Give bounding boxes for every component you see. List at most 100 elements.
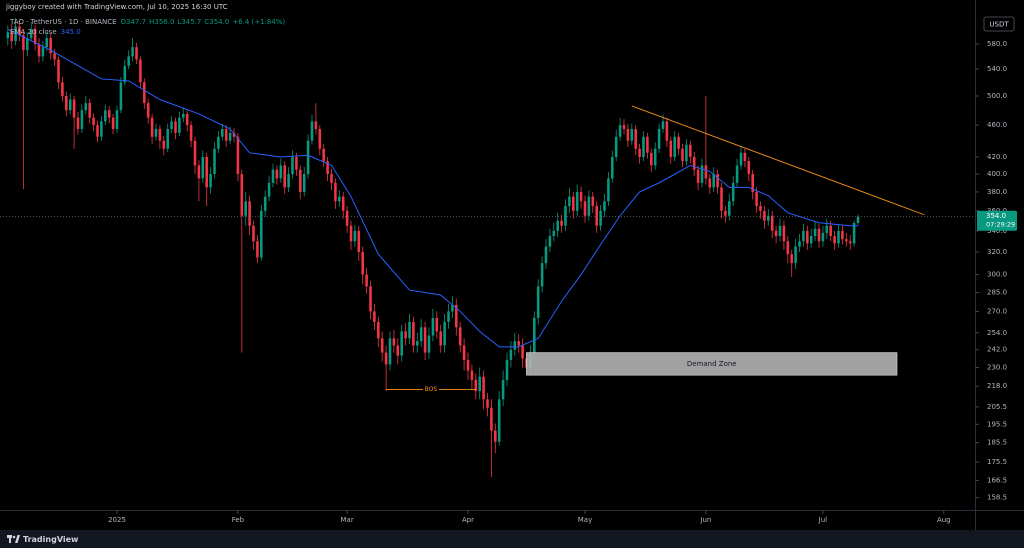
candle-body	[380, 338, 384, 353]
candle-body	[447, 311, 450, 322]
candle-body	[837, 230, 840, 244]
candle-body	[326, 161, 329, 175]
candle-body	[724, 210, 727, 216]
candle-body	[575, 191, 579, 211]
candle-body	[806, 230, 809, 244]
candle-body	[689, 144, 692, 157]
y-tick-label: 185.5	[987, 439, 1007, 447]
ohlc-close: C354.0	[204, 18, 229, 26]
candle-body	[821, 232, 825, 242]
candle-body	[607, 178, 610, 202]
candle-body	[728, 201, 731, 216]
candle-body	[665, 121, 669, 141]
candle-body	[33, 29, 37, 45]
candle-body	[790, 254, 793, 264]
y-tick-label: 158.5	[987, 494, 1007, 502]
candle-body	[451, 305, 454, 312]
y-tick-label: 166.5	[987, 476, 1007, 484]
y-tick-label: 540.0	[987, 65, 1007, 73]
x-tick-label: May	[578, 516, 592, 524]
candle-body	[622, 125, 626, 129]
candle-body	[751, 174, 754, 192]
candle-body	[486, 399, 489, 408]
candle-body	[540, 263, 544, 287]
currency-box[interactable]	[983, 16, 1015, 32]
candle-body	[852, 223, 856, 244]
candle-body	[334, 182, 337, 202]
candle-body	[700, 165, 704, 183]
candle-body	[306, 140, 310, 175]
demand-zone	[526, 352, 898, 376]
candle-body	[338, 196, 341, 202]
candle-body	[96, 125, 99, 137]
candle-body	[767, 215, 770, 221]
candle-body	[345, 210, 349, 226]
candle-body	[848, 241, 852, 244]
candle-body	[501, 379, 505, 400]
candle-body	[650, 152, 653, 166]
candle-body	[470, 370, 474, 380]
candle-body	[595, 206, 598, 226]
candle-body	[377, 321, 380, 339]
currency[interactable]: USDT	[989, 21, 1009, 29]
candle-body	[232, 132, 236, 137]
candle-body	[634, 128, 637, 149]
logo-part	[9, 535, 11, 543]
y-tick-label: 400.0	[987, 170, 1007, 178]
countdown: 07:29:29	[986, 221, 1015, 229]
candle-body	[747, 161, 751, 175]
candle-body	[591, 196, 595, 207]
candle-body	[431, 317, 435, 336]
candle-body	[384, 352, 388, 365]
candle-body	[287, 174, 290, 188]
candle-body	[611, 156, 614, 179]
candle-body	[267, 182, 271, 197]
candle-body	[29, 29, 33, 39]
candle-body	[685, 144, 688, 162]
candle-body	[673, 136, 676, 157]
candle-body	[614, 136, 618, 157]
candle-body	[661, 121, 665, 129]
candle-body	[396, 345, 400, 356]
candle-body	[205, 156, 208, 188]
candle-body	[778, 225, 782, 237]
candle-body	[669, 140, 673, 157]
candle-body	[150, 117, 154, 137]
candle-body	[178, 117, 181, 133]
candle-body	[802, 230, 805, 242]
candle-body	[240, 174, 244, 216]
candle-body	[388, 338, 392, 365]
candle-body	[57, 59, 60, 83]
candle-body	[809, 236, 813, 244]
candle-body	[295, 156, 298, 170]
attribution: jiggyboy created with TradingView.com, J…	[5, 3, 228, 11]
header: jiggyboy created with TradingView.com, J…	[5, 3, 1015, 36]
candle-body	[135, 47, 138, 60]
candle-body	[412, 321, 415, 346]
axes: 580.0540.0500.0460.0420.0400.0380.0360.0…	[108, 40, 1017, 524]
candle-body	[739, 152, 743, 166]
y-tick-label: 270.0	[987, 307, 1007, 315]
candle-body	[735, 165, 739, 183]
candle-body	[236, 136, 240, 175]
candle-body	[642, 136, 645, 157]
candle-body	[365, 274, 368, 287]
candle-body	[123, 65, 127, 83]
candle-body	[782, 225, 786, 242]
y-tick-label: 580.0	[987, 40, 1007, 48]
candle-body	[193, 140, 197, 166]
candle-body	[603, 201, 606, 211]
candle-body	[279, 165, 283, 179]
candle-body	[536, 286, 540, 318]
y-tick-label: 460.0	[987, 121, 1007, 129]
candle-body	[630, 128, 634, 141]
candle-body	[72, 99, 76, 118]
candle-body	[53, 53, 56, 60]
y-tick-label: 320.0	[987, 248, 1007, 256]
candle-body	[373, 311, 376, 322]
candle-body	[228, 132, 232, 141]
candle-body	[455, 305, 458, 328]
candle-body	[213, 148, 216, 175]
candle-body	[185, 113, 189, 126]
